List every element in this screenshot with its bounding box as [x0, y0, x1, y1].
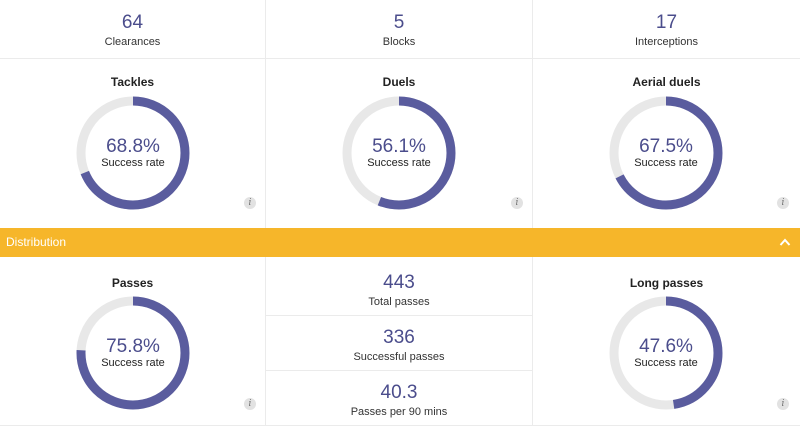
stat-label: Interceptions [635, 36, 698, 48]
stat-value: 40.3 [380, 382, 418, 403]
stat-blocks: 5 Blocks [266, 12, 532, 49]
divider [265, 257, 266, 425]
passes-donut: 75.8% Success rate [73, 293, 193, 413]
divider [266, 370, 532, 371]
donut-ring [76, 96, 190, 210]
divider [532, 0, 533, 228]
tackles-donut: 68.8% Success rate [73, 93, 193, 213]
info-icon[interactable]: i [777, 398, 789, 410]
stat-label: Total passes [368, 296, 430, 308]
donut-ring [342, 96, 456, 210]
stat-value: 5 [393, 12, 405, 33]
donut-ring [609, 96, 723, 210]
panel-title: Duels [382, 75, 416, 89]
stat-value: 17 [655, 12, 678, 33]
aerial-duels-panel: Aerial duels [533, 74, 800, 90]
donut-percent: 75.8% [106, 336, 160, 357]
stat-total-passes: 443 Total passes [266, 272, 532, 309]
donut-sublabel: Success rate [634, 357, 698, 369]
donut-sublabel: Success rate [101, 157, 165, 169]
long-passes-panel: Long passes [533, 275, 800, 291]
stat-label: Successful passes [353, 351, 445, 363]
long-passes-donut: 47.6% Success rate [606, 293, 726, 413]
stat-value: 64 [121, 12, 144, 33]
stat-value: 443 [383, 272, 415, 293]
panel-title: Long passes [629, 276, 704, 290]
divider [0, 425, 800, 426]
info-icon[interactable]: i [777, 197, 789, 209]
chevron-up-icon[interactable] [779, 237, 791, 247]
stat-clearances: 64 Clearances [0, 12, 265, 49]
donut-sublabel: Success rate [367, 157, 431, 169]
tackles-panel: Tackles [0, 74, 265, 90]
donut-sublabel: Success rate [634, 157, 698, 169]
panel-title: Tackles [110, 75, 155, 89]
donut-percent: 56.1% [372, 136, 426, 157]
panel-title: Passes [111, 276, 154, 290]
aerial-duels-donut: 67.5% Success rate [606, 93, 726, 213]
divider [0, 58, 800, 59]
stat-successful-passes: 336 Successful passes [266, 327, 532, 364]
donut-percent: 67.5% [639, 136, 693, 157]
donut-arc [609, 96, 723, 210]
donut-arc [76, 296, 190, 410]
stat-value: 336 [383, 327, 415, 348]
info-icon[interactable]: i [511, 197, 523, 209]
duels-donut: 56.1% Success rate [339, 93, 459, 213]
divider [265, 0, 266, 228]
donut-percent: 68.8% [106, 136, 160, 157]
divider [532, 257, 533, 425]
passes-panel: Passes [0, 275, 265, 291]
divider [266, 315, 532, 316]
info-icon[interactable]: i [244, 197, 256, 209]
donut-arc [76, 96, 190, 210]
stat-label: Clearances [104, 36, 161, 48]
donut-percent: 47.6% [639, 336, 693, 357]
donut-ring [76, 296, 190, 410]
info-icon[interactable]: i [244, 398, 256, 410]
stat-interceptions: 17 Interceptions [533, 12, 800, 49]
donut-arc [609, 296, 723, 410]
distribution-section-header[interactable]: Distribution [0, 228, 800, 257]
donut-arc [342, 96, 456, 210]
donut-ring [609, 296, 723, 410]
section-title: Distribution [6, 235, 67, 249]
stat-label: Passes per 90 mins [350, 406, 448, 418]
duels-panel: Duels [266, 74, 532, 90]
stat-label: Blocks [382, 36, 416, 48]
panel-title: Aerial duels [632, 75, 701, 89]
donut-sublabel: Success rate [101, 357, 165, 369]
stat-passes-per-90: 40.3 Passes per 90 mins [266, 382, 532, 419]
